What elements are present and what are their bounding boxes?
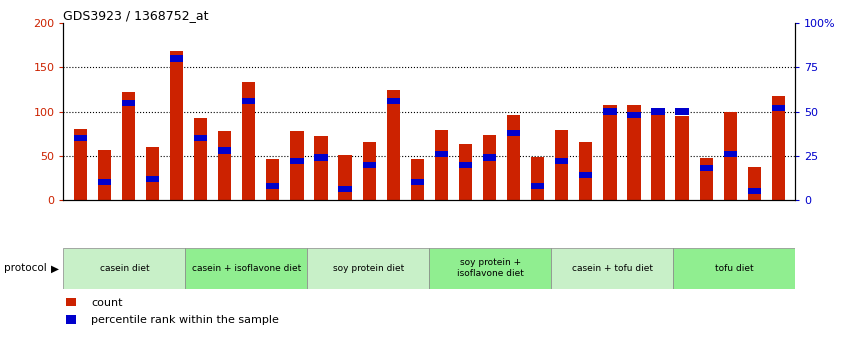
Bar xyxy=(580,142,592,200)
Bar xyxy=(531,183,544,189)
Bar xyxy=(531,156,544,200)
Bar xyxy=(555,130,569,200)
Bar xyxy=(748,188,761,194)
Bar xyxy=(700,158,713,200)
Bar xyxy=(194,118,207,200)
Bar xyxy=(723,112,737,200)
Bar xyxy=(98,179,111,185)
Bar xyxy=(673,248,795,289)
Bar xyxy=(603,108,617,115)
Text: ▶: ▶ xyxy=(51,263,58,273)
Bar xyxy=(628,112,640,118)
Bar xyxy=(218,131,231,200)
Bar xyxy=(218,147,231,154)
Bar xyxy=(387,90,400,200)
Bar xyxy=(410,159,424,200)
Bar xyxy=(429,248,552,289)
Bar xyxy=(290,131,304,200)
Bar xyxy=(194,135,207,141)
Bar xyxy=(242,82,255,200)
Text: casein + isoflavone diet: casein + isoflavone diet xyxy=(192,264,301,273)
Bar xyxy=(772,96,785,200)
Bar xyxy=(459,144,472,200)
Bar xyxy=(266,183,279,189)
Bar xyxy=(338,186,352,193)
Bar xyxy=(170,55,184,62)
Bar xyxy=(507,130,520,136)
Text: tofu diet: tofu diet xyxy=(715,264,754,273)
Bar xyxy=(675,108,689,115)
Bar xyxy=(435,151,448,157)
Bar xyxy=(63,248,185,289)
Bar xyxy=(74,135,87,141)
Bar xyxy=(315,136,327,200)
Bar xyxy=(122,92,135,200)
Bar xyxy=(435,130,448,200)
Text: soy protein diet: soy protein diet xyxy=(332,264,404,273)
Bar xyxy=(315,154,327,161)
Bar xyxy=(363,161,376,168)
Bar xyxy=(410,179,424,185)
Bar xyxy=(603,105,617,200)
Bar xyxy=(185,248,307,289)
Text: count: count xyxy=(91,298,123,308)
Text: casein diet: casein diet xyxy=(100,264,149,273)
Bar xyxy=(98,150,111,200)
Bar xyxy=(651,108,665,200)
Bar xyxy=(266,159,279,200)
Bar xyxy=(675,116,689,200)
Bar xyxy=(74,129,87,200)
Bar xyxy=(628,105,640,200)
Bar xyxy=(146,176,159,182)
Bar xyxy=(723,151,737,157)
Bar xyxy=(290,158,304,164)
Bar xyxy=(459,161,472,168)
Bar xyxy=(363,142,376,200)
Text: casein + tofu diet: casein + tofu diet xyxy=(572,264,653,273)
Bar xyxy=(146,147,159,200)
Bar xyxy=(651,108,665,115)
Bar xyxy=(555,158,569,164)
Bar xyxy=(338,155,352,200)
Bar xyxy=(483,135,496,200)
Bar xyxy=(552,248,673,289)
Bar xyxy=(507,115,520,200)
Text: soy protein +
isoflavone diet: soy protein + isoflavone diet xyxy=(457,258,524,278)
Bar xyxy=(483,154,496,161)
Bar xyxy=(748,167,761,200)
Bar xyxy=(772,105,785,111)
Bar xyxy=(580,172,592,178)
Bar xyxy=(122,99,135,106)
Bar xyxy=(700,165,713,171)
Text: GDS3923 / 1368752_at: GDS3923 / 1368752_at xyxy=(63,9,209,22)
Text: protocol: protocol xyxy=(4,263,47,273)
Bar xyxy=(170,51,184,200)
Text: percentile rank within the sample: percentile rank within the sample xyxy=(91,315,279,325)
Bar xyxy=(242,98,255,104)
Bar xyxy=(307,248,429,289)
Bar xyxy=(387,98,400,104)
